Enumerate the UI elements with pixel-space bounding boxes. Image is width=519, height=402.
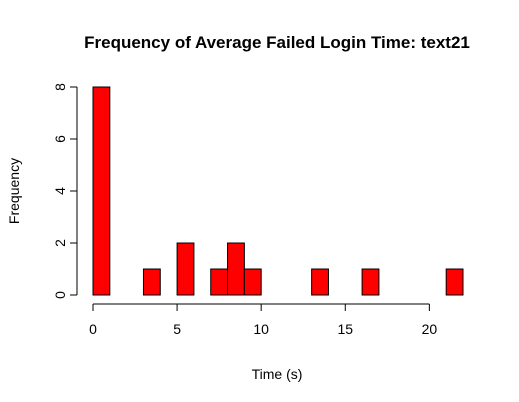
y-axis-label: Frequency xyxy=(6,158,22,224)
x-tick-label-1: 5 xyxy=(173,321,181,337)
y-tick-label-0: 0 xyxy=(52,291,68,299)
x-axis-label: Time (s) xyxy=(252,366,303,382)
chart-title: Frequency of Average Failed Login Time: … xyxy=(84,33,470,52)
y-axis: 0 2 4 6 8 xyxy=(52,83,77,299)
y-tick-label-2: 4 xyxy=(52,187,68,195)
x-axis: 0 5 10 15 20 xyxy=(89,304,437,337)
y-tick-label-1: 2 xyxy=(52,239,68,247)
bars-group xyxy=(93,87,463,295)
histogram-bar-8 xyxy=(228,243,245,295)
histogram-bar-13 xyxy=(312,269,329,295)
y-tick-label-4: 8 xyxy=(52,83,68,91)
x-tick-label-0: 0 xyxy=(89,321,97,337)
x-tick-label-3: 15 xyxy=(337,321,353,337)
histogram-bar-3 xyxy=(143,269,160,295)
x-tick-label-4: 20 xyxy=(422,321,438,337)
histogram-bar-16 xyxy=(362,269,379,295)
histogram-bar-21 xyxy=(446,269,463,295)
x-tick-label-2: 10 xyxy=(253,321,269,337)
y-tick-label-3: 6 xyxy=(52,135,68,143)
histogram-bar-7 xyxy=(211,269,228,295)
histogram-bar-9 xyxy=(244,269,261,295)
histogram-bar-0 xyxy=(93,87,110,295)
histogram-bar-5 xyxy=(177,243,194,295)
